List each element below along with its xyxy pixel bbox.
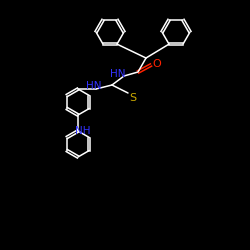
Text: NH: NH — [75, 126, 90, 136]
Text: O: O — [152, 59, 161, 69]
Text: HN: HN — [86, 81, 102, 91]
Text: HN: HN — [110, 69, 126, 79]
Text: S: S — [129, 93, 136, 103]
